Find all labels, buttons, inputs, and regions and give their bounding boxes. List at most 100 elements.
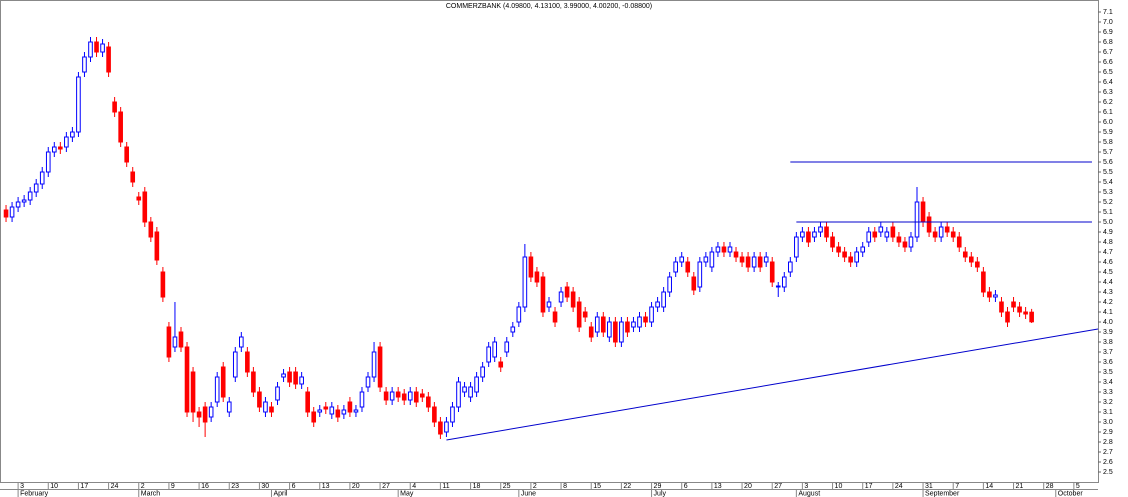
candle-body [637, 316, 642, 328]
candle-body [239, 336, 244, 348]
x-tick-label: 25 [503, 483, 511, 490]
candle-body [932, 231, 938, 238]
candle-body [462, 386, 467, 393]
x-tick-label: 8 [563, 483, 567, 490]
y-tick-label: 4.9 [1103, 229, 1113, 236]
candle-body [842, 251, 847, 258]
candle-body [172, 336, 178, 348]
x-tick-label: 15 [593, 483, 601, 490]
candle-body [993, 294, 998, 298]
candle-body [763, 256, 769, 263]
candle-body [884, 231, 890, 238]
y-tick-label: 6.4 [1103, 79, 1113, 86]
x-tick-label: 24 [111, 483, 119, 490]
y-tick-label: 3.2 [1103, 399, 1113, 406]
candle-body [124, 146, 130, 163]
candle-body [962, 251, 968, 258]
x-tick-label: 18 [473, 483, 481, 490]
candle-body [1011, 301, 1016, 308]
candle-body [546, 301, 552, 308]
candle-body [999, 301, 1004, 313]
x-tick-label: 13 [714, 483, 722, 490]
candle-body [528, 256, 534, 278]
month-label: February [20, 490, 49, 497]
candle-body [522, 256, 528, 308]
x-tick-label: 20 [744, 483, 752, 490]
candle-body [45, 151, 51, 173]
candle-body [697, 261, 703, 288]
x-tick-label: 6 [292, 483, 296, 490]
y-tick-label: 3.0 [1103, 419, 1113, 426]
candle-body [854, 251, 859, 263]
y-tick-label: 3.3 [1103, 389, 1113, 396]
candle-body [275, 386, 280, 401]
y-tick-label: 2.8 [1103, 439, 1113, 446]
candle-body [534, 271, 540, 283]
candle-body [94, 41, 99, 53]
candle-body [341, 409, 347, 415]
candle-body [890, 226, 896, 238]
candle-body [269, 406, 274, 413]
candle-body [878, 226, 884, 233]
candle-body [371, 351, 377, 378]
chart-title: COMMERZBANK (4.09800, 4.13100, 3.99000, … [446, 3, 652, 10]
month-label: June [521, 490, 536, 497]
candle-body [88, 41, 93, 58]
candle-body [498, 361, 504, 368]
candle-body [721, 246, 727, 253]
candle-body [818, 226, 823, 233]
candle-body [347, 401, 353, 413]
candle-body [564, 286, 570, 298]
y-tick-label: 5.0 [1103, 219, 1113, 226]
candle-body [136, 196, 142, 201]
candle-body [836, 246, 841, 253]
candle-body [788, 261, 793, 273]
candle-body [160, 271, 166, 298]
candle-body [15, 201, 21, 208]
candle-body [202, 406, 208, 423]
candle-body [106, 46, 111, 73]
x-tick-label: 10 [835, 483, 843, 490]
x-tick-label: 17 [80, 483, 88, 490]
y-tick-label: 4.1 [1103, 309, 1113, 316]
candle-body [914, 201, 920, 238]
candle-body [594, 316, 600, 333]
x-tick-label: 17 [865, 483, 873, 490]
x-tick-label: 6 [684, 483, 688, 490]
candle-body [643, 316, 648, 323]
candle-body [329, 406, 335, 415]
y-tick-label: 4.5 [1103, 269, 1113, 276]
month-label: September [925, 490, 960, 497]
candle-body [27, 191, 33, 201]
candle-body [118, 111, 123, 143]
candle-body [450, 406, 455, 423]
candle-body [335, 409, 341, 418]
x-tick-label: 14 [985, 483, 993, 490]
candle-body [607, 321, 612, 338]
candle-body [305, 391, 310, 413]
candle-body [619, 321, 624, 343]
candle-body [824, 226, 829, 238]
candle-body [540, 276, 546, 313]
y-tick-label: 4.7 [1103, 249, 1113, 256]
x-tick-label: 28 [1046, 483, 1054, 490]
candle-body [1029, 311, 1034, 323]
x-tick-label: 11 [442, 483, 449, 490]
y-tick-label: 3.4 [1103, 379, 1113, 386]
candle-body [359, 391, 365, 408]
y-tick-label: 3.6 [1103, 359, 1113, 366]
x-tick-label: 30 [261, 483, 269, 490]
candle-body [908, 236, 914, 248]
x-tick-label: 10 [50, 483, 58, 490]
x-tick-label: 20 [352, 483, 360, 490]
candle-body [866, 231, 872, 243]
candle-body [214, 376, 220, 403]
candle-body [775, 285, 781, 288]
month-label: August [798, 490, 820, 497]
candle-body [812, 231, 817, 238]
candle-body [401, 393, 407, 401]
y-tick-label: 2.5 [1103, 469, 1113, 476]
x-tick-label: 23 [231, 483, 239, 490]
y-tick-label: 6.6 [1103, 59, 1113, 66]
